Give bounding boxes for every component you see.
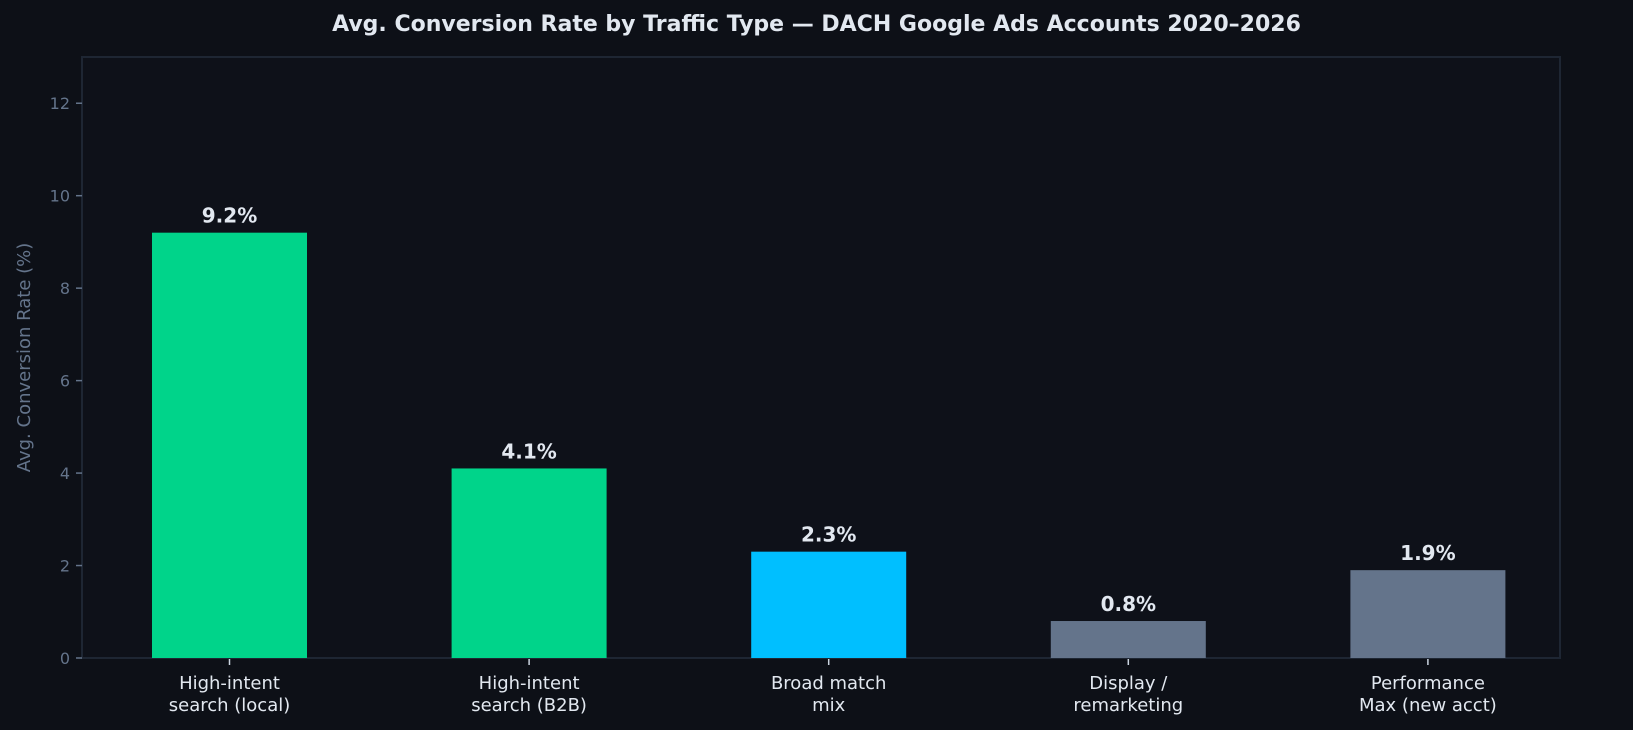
data-label: 1.9% — [1400, 541, 1455, 565]
y-tick-label: 6 — [60, 372, 70, 391]
x-tick-label: Performance Max (new acct) — [1359, 673, 1497, 716]
y-tick-label: 10 — [50, 187, 70, 206]
data-label: 2.3% — [801, 523, 856, 547]
y-tick-label: 0 — [60, 649, 70, 668]
y-axis-label: Avg. Conversion Rate (%) — [14, 243, 35, 473]
x-tick-label: High-intent search (B2B) — [471, 673, 587, 716]
y-tick-label: 4 — [60, 464, 70, 483]
data-label: 4.1% — [501, 439, 556, 463]
bar — [451, 468, 607, 658]
x-tick-label: Broad match mix — [771, 673, 886, 716]
chart-title: Avg. Conversion Rate by Traffic Type — D… — [332, 12, 1301, 37]
data-label: 9.2% — [202, 204, 257, 228]
y-tick-label: 2 — [60, 557, 70, 576]
y-tick-label: 8 — [60, 279, 70, 298]
x-tick-label: Display / remarketing — [1073, 673, 1183, 716]
bar — [152, 232, 307, 658]
bar — [1050, 621, 1206, 658]
data-label: 0.8% — [1101, 592, 1156, 616]
y-tick-label: 12 — [50, 94, 70, 113]
bar — [751, 551, 907, 658]
bar — [1350, 570, 1506, 658]
x-tick-label: High-intent search (local) — [169, 673, 291, 716]
